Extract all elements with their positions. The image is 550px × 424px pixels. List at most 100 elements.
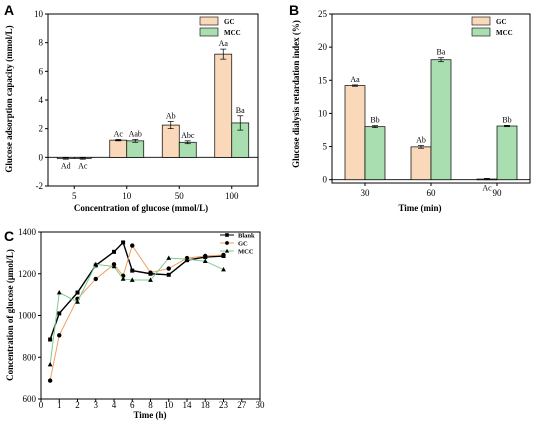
panel-a-data-label: Ba [236, 106, 245, 115]
panel-c-ytick-label: 800 [23, 352, 37, 362]
panel-c-marker-mcc [93, 261, 99, 267]
panel-c-marker-gc [148, 270, 153, 275]
panel-a-xtick-label: 10 [122, 191, 132, 201]
panel-a-bar-mcc [126, 140, 145, 158]
panel-c: C Concentration of glucose (μmol/L) Time… [4, 227, 265, 420]
panel-b-ytick-label: 15 [318, 75, 328, 85]
panel-b-ytick-label: 25 [318, 9, 328, 19]
panel-c-marker-mcc [184, 256, 190, 261]
panel-b-ytick-label: 10 [318, 108, 328, 118]
panel-c-marker-blank [75, 290, 80, 295]
panel-c-xtick-label: 27 [237, 400, 247, 410]
panel-c-marker-gc [130, 243, 135, 248]
panel-a-ylabel: Glucose adsorption capacity (mmol/L) [4, 25, 14, 172]
panel-b-xtick-label: 60 [427, 188, 437, 198]
panel-c-xtick-label: 6 [130, 400, 135, 410]
panel-c-marker-gc [47, 378, 53, 383]
panel-a-xtick-label: 100 [225, 191, 239, 201]
panel-c-marker-gc [221, 252, 226, 258]
panel-c-marker-mcc [111, 263, 117, 269]
panel-c-ylabel: Concentration of glucose (μmol/L) [5, 249, 15, 381]
panel-c-xtick-label: 10 [164, 400, 174, 410]
panel-a-legend-swatch [199, 16, 219, 26]
panel-c-ytick-label: 600 [23, 394, 37, 404]
panel-a-data-label: Abc [181, 131, 195, 140]
panel-c-line-gc [49, 244, 224, 381]
panel-c-marker-blank [121, 240, 126, 245]
panel-b-data-label: Ac [482, 184, 492, 193]
panel-c-xtick-label: 8 [148, 400, 153, 410]
panel-c-ytick-label: 1200 [18, 269, 37, 279]
panel-c-legend-label: Blank [238, 233, 255, 240]
panel-c-marker-blank [112, 249, 116, 254]
panel-b-data-label: Bb [502, 115, 511, 124]
panel-c-marker-blank [57, 311, 62, 316]
panel-a-ytick-label: 10 [34, 9, 44, 19]
panel-b-data-label: Ab [416, 136, 426, 145]
panel-c-xtick-label: 18 [201, 400, 211, 410]
panel-c-xtick-label: 30 [256, 400, 266, 410]
panel-b-legend-label: GC [496, 18, 507, 26]
panel-b-data-label: Bb [370, 116, 379, 125]
panel-c-marker-mcc [47, 361, 53, 367]
panel-a-xtick-label: 50 [175, 191, 185, 201]
panel-b-data-label: Ba [437, 48, 446, 57]
panel-a-data-label: Aa [219, 39, 229, 48]
panel-b-bar-mcc [496, 125, 518, 181]
panel-c-xtick-label: 23 [219, 400, 229, 410]
panel-c-marker-mcc [202, 258, 208, 264]
panel-a-bar-gc [161, 124, 180, 158]
panel-c-xtick-label: 14 [183, 400, 193, 410]
panel-c-xtick-label: 0 [39, 400, 44, 410]
panel-c-marker-mcc [75, 299, 80, 304]
panel-c-legend-marker [224, 248, 230, 253]
panel-a-legend-label: GC [224, 18, 235, 26]
panel-b-xtick-label: 30 [361, 188, 371, 198]
panel-b-bar-gc [344, 85, 366, 181]
panel-b: B Glucose dialysis retardation index (%)… [289, 2, 531, 213]
panel-c-marker-gc [93, 276, 98, 282]
panel-c-xtick-label: 1 [57, 400, 62, 410]
panel-a-ytick-label: -2 [36, 181, 44, 191]
panel-a-ytick-label: 6 [39, 66, 44, 76]
panel-b-data-label: Aa [350, 75, 360, 84]
panel-b-xlabel: Time (min) [398, 203, 441, 213]
panel-c-letter: C [4, 228, 14, 244]
panel-a-data-label: Ac [114, 129, 124, 138]
panel-a-legend-label: MCC [224, 29, 241, 37]
panel-c-marker-mcc [120, 276, 126, 281]
panel-a-ytick-label: 2 [39, 124, 44, 134]
panel-b-bar-mcc [364, 126, 386, 181]
panel-a-legend-swatch [199, 27, 219, 37]
panel-c-ytick-label: 1400 [18, 227, 37, 237]
panel-b-ytick-label: 5 [323, 142, 328, 152]
panel-c-frame [40, 231, 261, 400]
panel-a-ytick-label: 8 [39, 38, 44, 48]
panel-b-ytick-label: 0 [323, 175, 328, 185]
panel-b-legend-swatch [471, 16, 491, 26]
panel-b-bar-mcc [430, 59, 452, 181]
panel-a-data-label: Aab [129, 129, 142, 138]
panel-a: A Glucose adsorption capacity (mmol/L) C… [4, 2, 259, 213]
panel-c-marker-gc [166, 266, 171, 271]
panel-c-marker-blank [48, 337, 53, 342]
panel-c-xtick-label: 3 [94, 400, 99, 410]
panel-c-marker-mcc [56, 289, 62, 295]
panel-a-data-label: Ab [166, 112, 176, 121]
panel-c-marker-mcc [221, 266, 226, 272]
panel-c-xtick-label: 4 [112, 400, 117, 410]
panel-a-xtick-label: 5 [72, 191, 77, 201]
panel-a-data-label: Ad [61, 161, 71, 170]
panel-c-marker-mcc [129, 277, 135, 282]
panel-b-legend-swatch [471, 27, 491, 37]
panel-c-marker-gc [203, 253, 208, 259]
panel-c-legend-marker [225, 233, 229, 237]
panel-a-letter: A [4, 2, 14, 18]
panel-a-ytick-label: 0 [39, 152, 44, 162]
panel-b-xtick-label: 90 [493, 188, 503, 198]
panel-c-line-mcc [49, 257, 224, 365]
panel-a-bar-gc [214, 53, 233, 158]
panel-b-bar-gc [410, 146, 432, 181]
panel-c-xlabel: Time (h) [133, 410, 166, 420]
